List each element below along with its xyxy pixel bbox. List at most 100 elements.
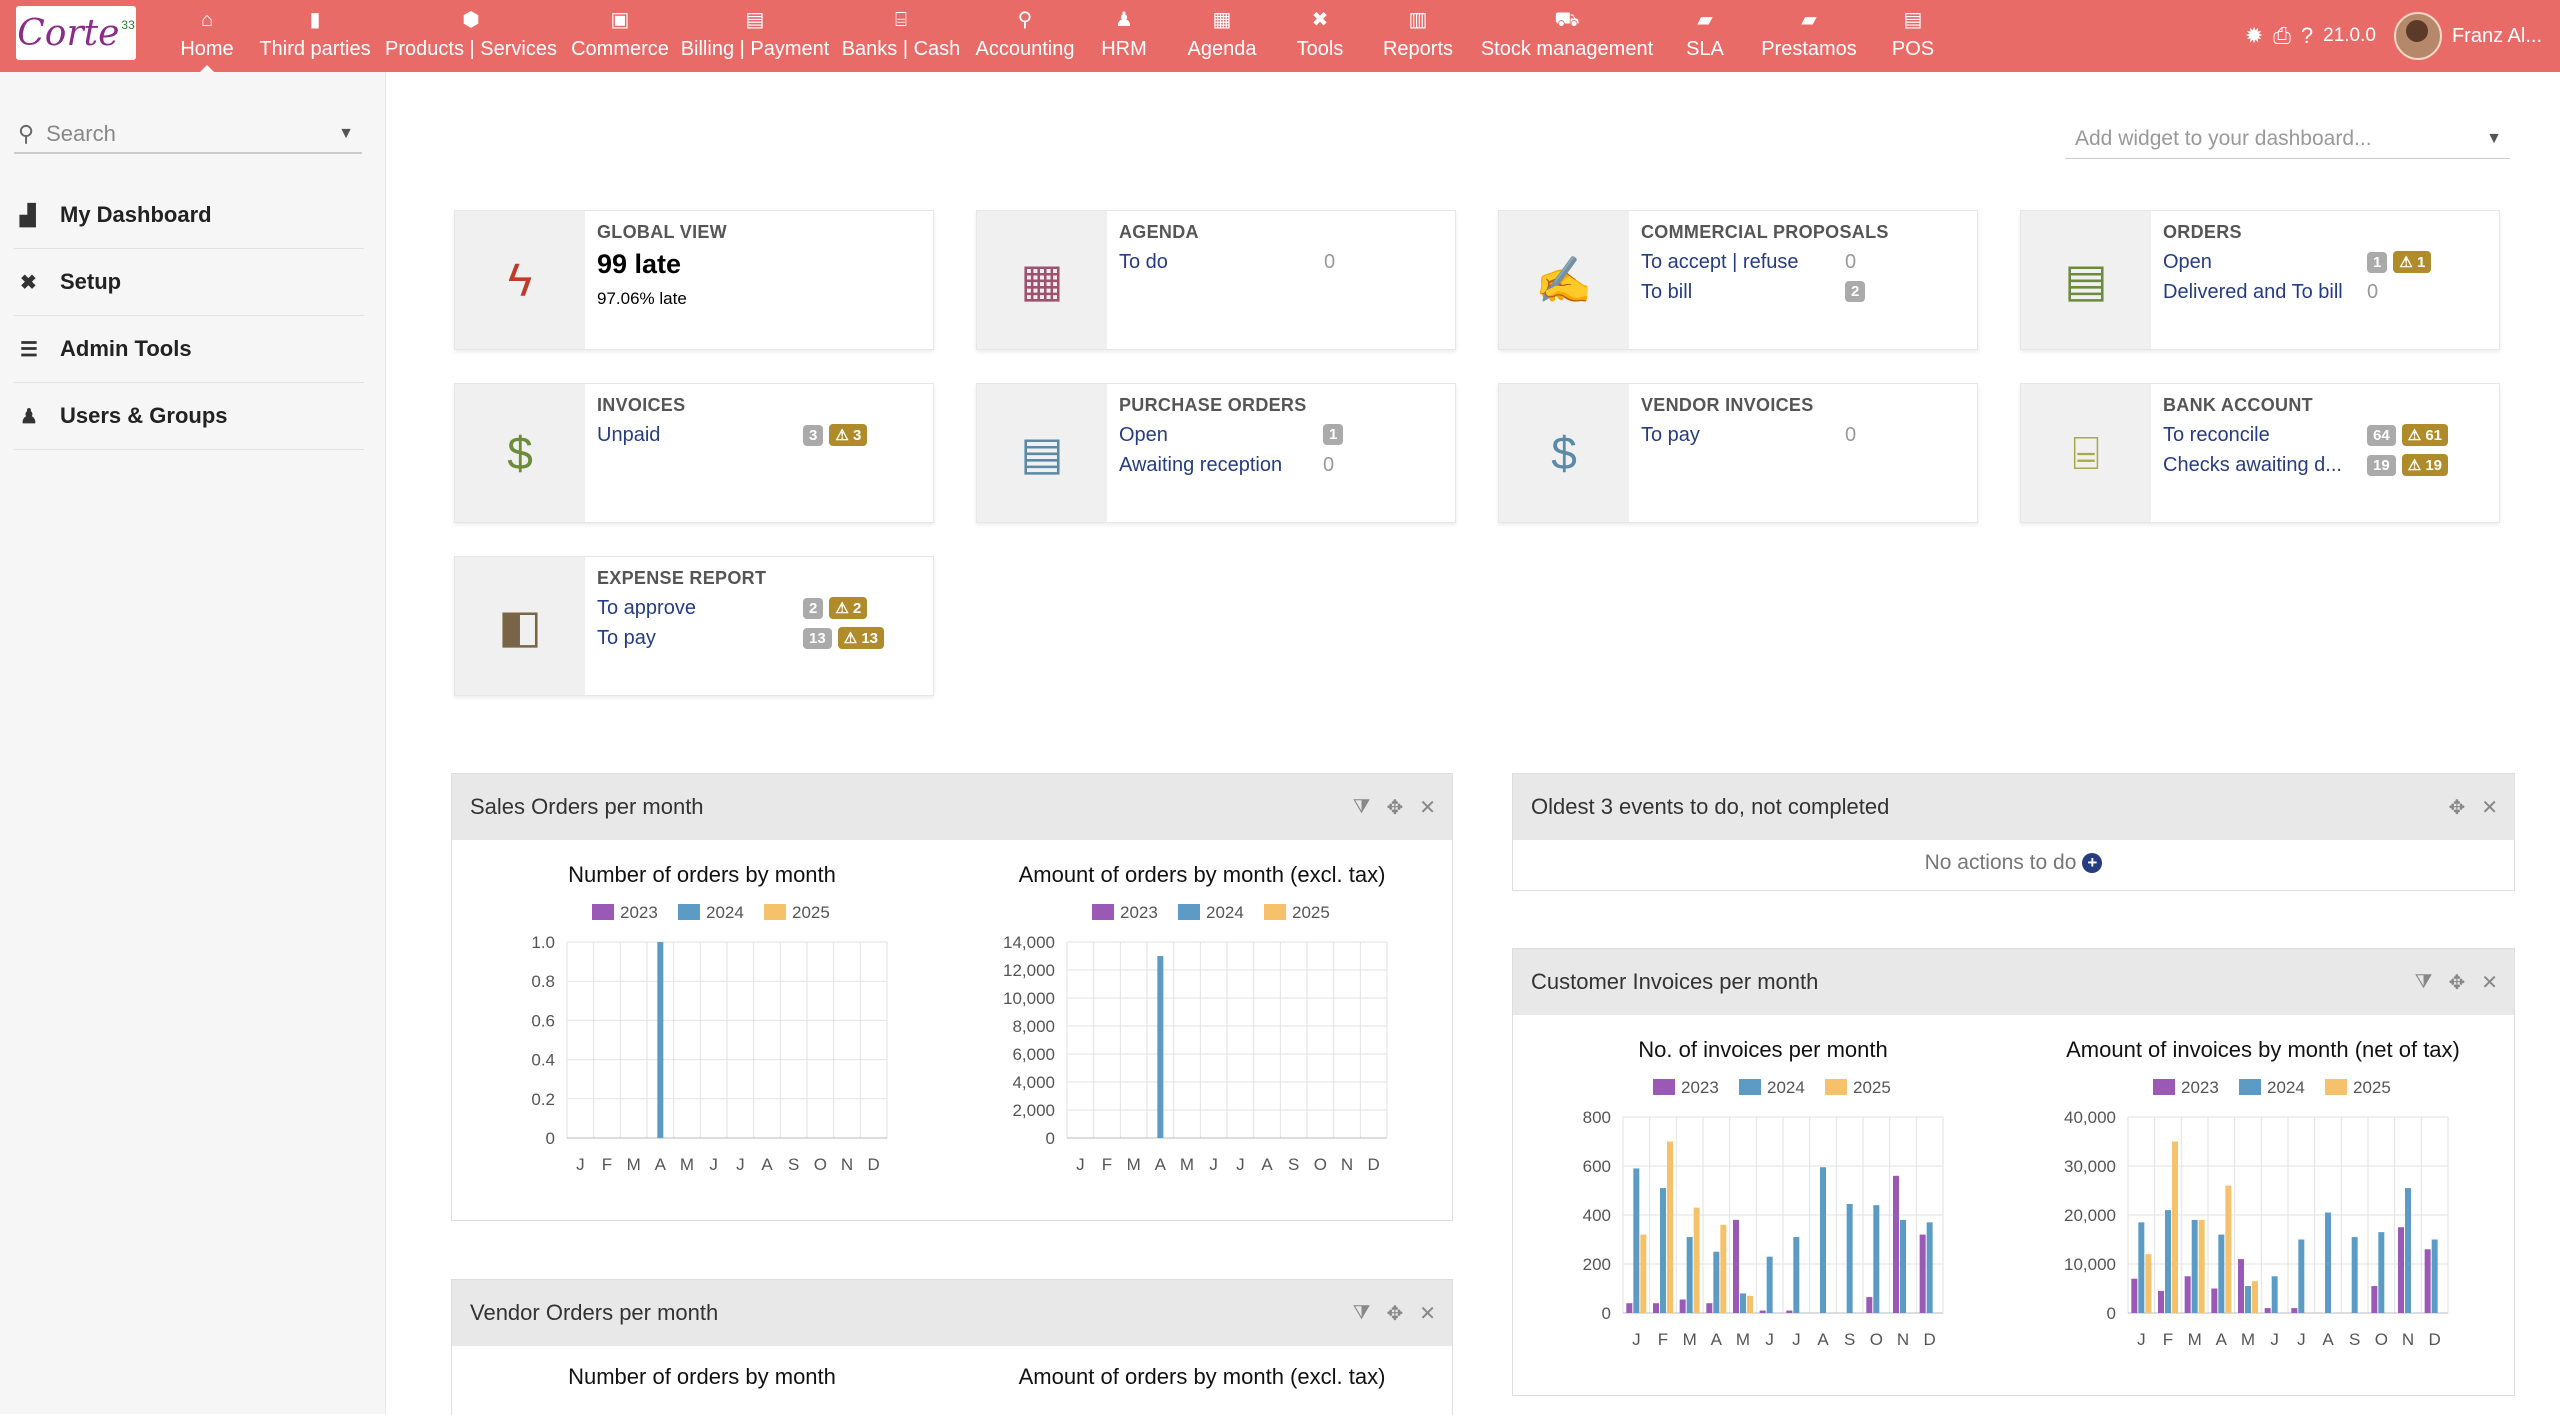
add-widget-select[interactable]: Add widget to your dashboard... ▼ [2065,120,2510,159]
invoices-card[interactable]: $ INVOICES Unpaid 3 ⚠ 3 [454,383,934,523]
bar[interactable] [1706,1303,1713,1313]
agenda-todo-link[interactable]: To do [1119,251,1168,273]
legend-swatch[interactable] [678,904,700,920]
proposals-to-accept-link[interactable]: To accept | refuse [1641,251,1799,273]
bar[interactable] [1157,956,1164,1138]
avatar[interactable] [2393,12,2442,60]
legend-label[interactable]: 2024 [1206,903,1244,922]
bar[interactable] [2165,1210,2171,1313]
bar[interactable] [2198,1219,2205,1313]
menu-item-banks-cash[interactable]: ⌸ Banks | Cash [836,0,966,72]
bank-account-card[interactable]: ⌸ BANK ACCOUNT To reconcile 64 ⚠ 61 Chec… [2020,383,2500,523]
proposals-to-bill-link[interactable]: To bill [1641,281,1693,303]
bar[interactable] [2138,1222,2145,1313]
menu-item-products-services[interactable]: ⬢ Products | Services [376,0,566,72]
bar[interactable] [2225,1185,2232,1313]
sidebar-item-admin-tools[interactable]: ☰ Admin Tools [14,316,364,383]
orders-open-link[interactable]: Open [2163,251,2212,273]
close-icon[interactable]: ✕ [1419,1302,1436,1325]
filter-icon[interactable]: ⧩ [2414,970,2433,993]
menu-item-prestamos[interactable]: ▰ Prestamos [1752,0,1866,72]
legend-label[interactable]: 2023 [1681,1078,1719,1097]
sidebar-item-setup[interactable]: ✖ Setup [14,249,364,316]
bar[interactable] [2298,1239,2305,1314]
legend-label[interactable]: 2023 [620,903,658,922]
bar[interactable] [2398,1227,2404,1313]
menu-item-tools[interactable]: ✖ Tools [1280,0,1360,72]
bar[interactable] [1660,1188,1666,1313]
bank-checks-link[interactable]: Checks awaiting d... [2163,454,2342,476]
legend-label[interactable]: 2025 [792,903,830,922]
menu-item-reports[interactable]: ▥ Reports [1360,0,1476,72]
bar[interactable] [1926,1222,1933,1313]
search-input[interactable]: ⚲ Search ▼ [14,116,362,154]
bar[interactable] [2264,1308,2271,1313]
bar[interactable] [1846,1203,1853,1313]
legend-label[interactable]: 2024 [1767,1078,1805,1097]
bar[interactable] [657,942,664,1138]
menu-item-hrm[interactable]: ♟ HRM [1084,0,1164,72]
filter-icon[interactable]: ⧩ [1352,1301,1371,1324]
legend-swatch[interactable] [2325,1079,2347,1095]
add-event-icon[interactable]: + [2082,853,2103,873]
bar[interactable] [2245,1286,2251,1313]
bar[interactable] [1713,1251,1720,1313]
bar[interactable] [2371,1286,2378,1313]
bar[interactable] [1766,1256,1773,1313]
bar[interactable] [2218,1234,2225,1313]
menu-item-accounting[interactable]: ⚲ Accounting [966,0,1084,72]
menu-item-home[interactable]: ⌂ Home [160,0,254,72]
bar[interactable] [1667,1141,1673,1314]
vendor-invoices-card[interactable]: $ VENDOR INVOICES To pay 0 [1498,383,1978,523]
legend-label[interactable]: 2024 [706,903,744,922]
bar[interactable] [2191,1219,2198,1313]
bar[interactable] [1900,1219,1906,1313]
orders-card[interactable]: ▤ ORDERS Open 1 ⚠ 1 Delivered and To bil… [2020,210,2500,350]
bar[interactable] [2351,1237,2358,1313]
legend-label[interactable]: 2023 [1120,903,1158,922]
bar[interactable] [1893,1175,1899,1313]
close-icon[interactable]: ✕ [1419,796,1436,819]
menu-item-sla[interactable]: ▰ SLA [1658,0,1752,72]
sidebar-item-my-dashboard[interactable]: ▟ My Dashboard [14,182,364,249]
legend-swatch[interactable] [1739,1079,1761,1095]
menu-item-third-parties[interactable]: ▮ Third parties [254,0,376,72]
vendor-invoices-topay-link[interactable]: To pay [1641,424,1700,446]
legend-swatch[interactable] [592,904,614,920]
bar[interactable] [2131,1278,2138,1313]
bar[interactable] [2145,1254,2152,1313]
close-icon[interactable]: ✕ [2481,796,2498,819]
legend-label[interactable]: 2025 [1853,1078,1891,1097]
bar[interactable] [1633,1168,1640,1313]
chevron-down-icon[interactable]: ▼ [338,125,354,142]
username[interactable]: Franz Al... [2451,24,2542,47]
menu-item-stock-management[interactable]: ⛟ Stock management [1476,0,1658,72]
bar[interactable] [1793,1237,1800,1313]
agenda-card[interactable]: ▦ AGENDA To do 0 [976,210,1456,350]
legend-swatch[interactable] [2239,1079,2261,1095]
purchase-orders-awaiting-link[interactable]: Awaiting reception [1119,454,1283,476]
expense-topay-link[interactable]: To pay [597,627,656,649]
bar[interactable] [1786,1310,1793,1313]
legend-swatch[interactable] [1653,1079,1675,1095]
legend-swatch[interactable] [1825,1079,1847,1095]
company-logo[interactable]: Corte 33 [16,6,136,60]
bar[interactable] [1626,1303,1633,1313]
purchase-orders-card[interactable]: ▤ PURCHASE ORDERS Open 1 Awaiting recept… [976,383,1456,523]
print-icon[interactable]: ⎙ [2273,23,2291,48]
orders-delivered-link[interactable]: Delivered and To bill [2163,281,2343,303]
bar[interactable] [2238,1259,2244,1313]
invoices-unpaid-link[interactable]: Unpaid [597,424,661,446]
expense-report-card[interactable]: ◧ EXPENSE REPORT To approve 2 ⚠ 2 To pay… [454,556,934,696]
bar[interactable] [1866,1297,1873,1313]
bar[interactable] [1919,1234,1926,1313]
bar[interactable] [1733,1219,1739,1313]
bar[interactable] [2271,1276,2278,1313]
bar[interactable] [1820,1167,1826,1313]
move-icon[interactable]: ✥ [1386,796,1404,819]
bar[interactable] [2431,1239,2438,1314]
global-view-card[interactable]: ϟ GLOBAL VIEW 99 late 97.06% late [454,210,934,350]
bar[interactable] [1740,1293,1746,1313]
bar[interactable] [2211,1288,2218,1314]
move-icon[interactable]: ✥ [2448,971,2466,994]
